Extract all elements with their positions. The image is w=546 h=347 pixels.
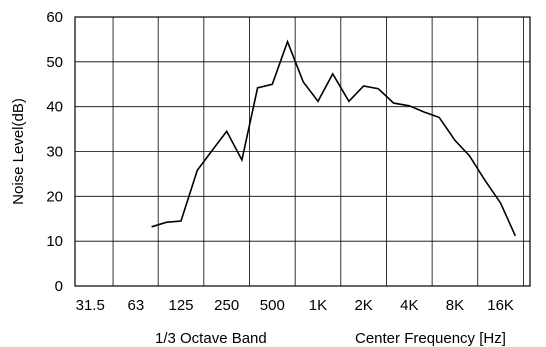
x-tick-label: 1K bbox=[309, 297, 327, 314]
x-axis-label-right: Center Frequency [Hz] bbox=[355, 330, 506, 347]
x-tick-label: 31.5 bbox=[76, 297, 105, 314]
y-tick-label: 10 bbox=[46, 233, 63, 250]
x-axis-label-left: 1/3 Octave Band bbox=[155, 330, 267, 347]
y-axis-label: Noise Level(dB) bbox=[10, 98, 27, 205]
y-tick-label: 20 bbox=[46, 188, 63, 205]
x-tick-label: 250 bbox=[214, 297, 239, 314]
y-tick-label: 40 bbox=[46, 99, 63, 116]
x-tick-label: 63 bbox=[128, 297, 145, 314]
x-tick-label: 8K bbox=[446, 297, 464, 314]
grid bbox=[75, 17, 530, 286]
y-tick-label: 50 bbox=[46, 54, 63, 71]
y-tick-label: 60 bbox=[46, 9, 63, 26]
x-tick-labels: 31.5 63 125 250 500 1K 2K 4K 8K 16K bbox=[76, 297, 514, 314]
x-tick-label: 16K bbox=[487, 297, 514, 314]
plot-frame bbox=[74, 16, 531, 287]
y-tick-label: 30 bbox=[46, 144, 63, 161]
x-tick-label: 500 bbox=[260, 297, 285, 314]
series-layer bbox=[151, 39, 517, 237]
x-tick-label: 125 bbox=[168, 297, 193, 314]
y-tick-labels: 0 10 20 30 40 50 60 bbox=[46, 9, 63, 295]
x-tick-label: 4K bbox=[400, 297, 418, 314]
x-tick-label: 2K bbox=[354, 297, 372, 314]
series-line bbox=[151, 39, 517, 237]
y-tick-label: 0 bbox=[55, 278, 63, 295]
